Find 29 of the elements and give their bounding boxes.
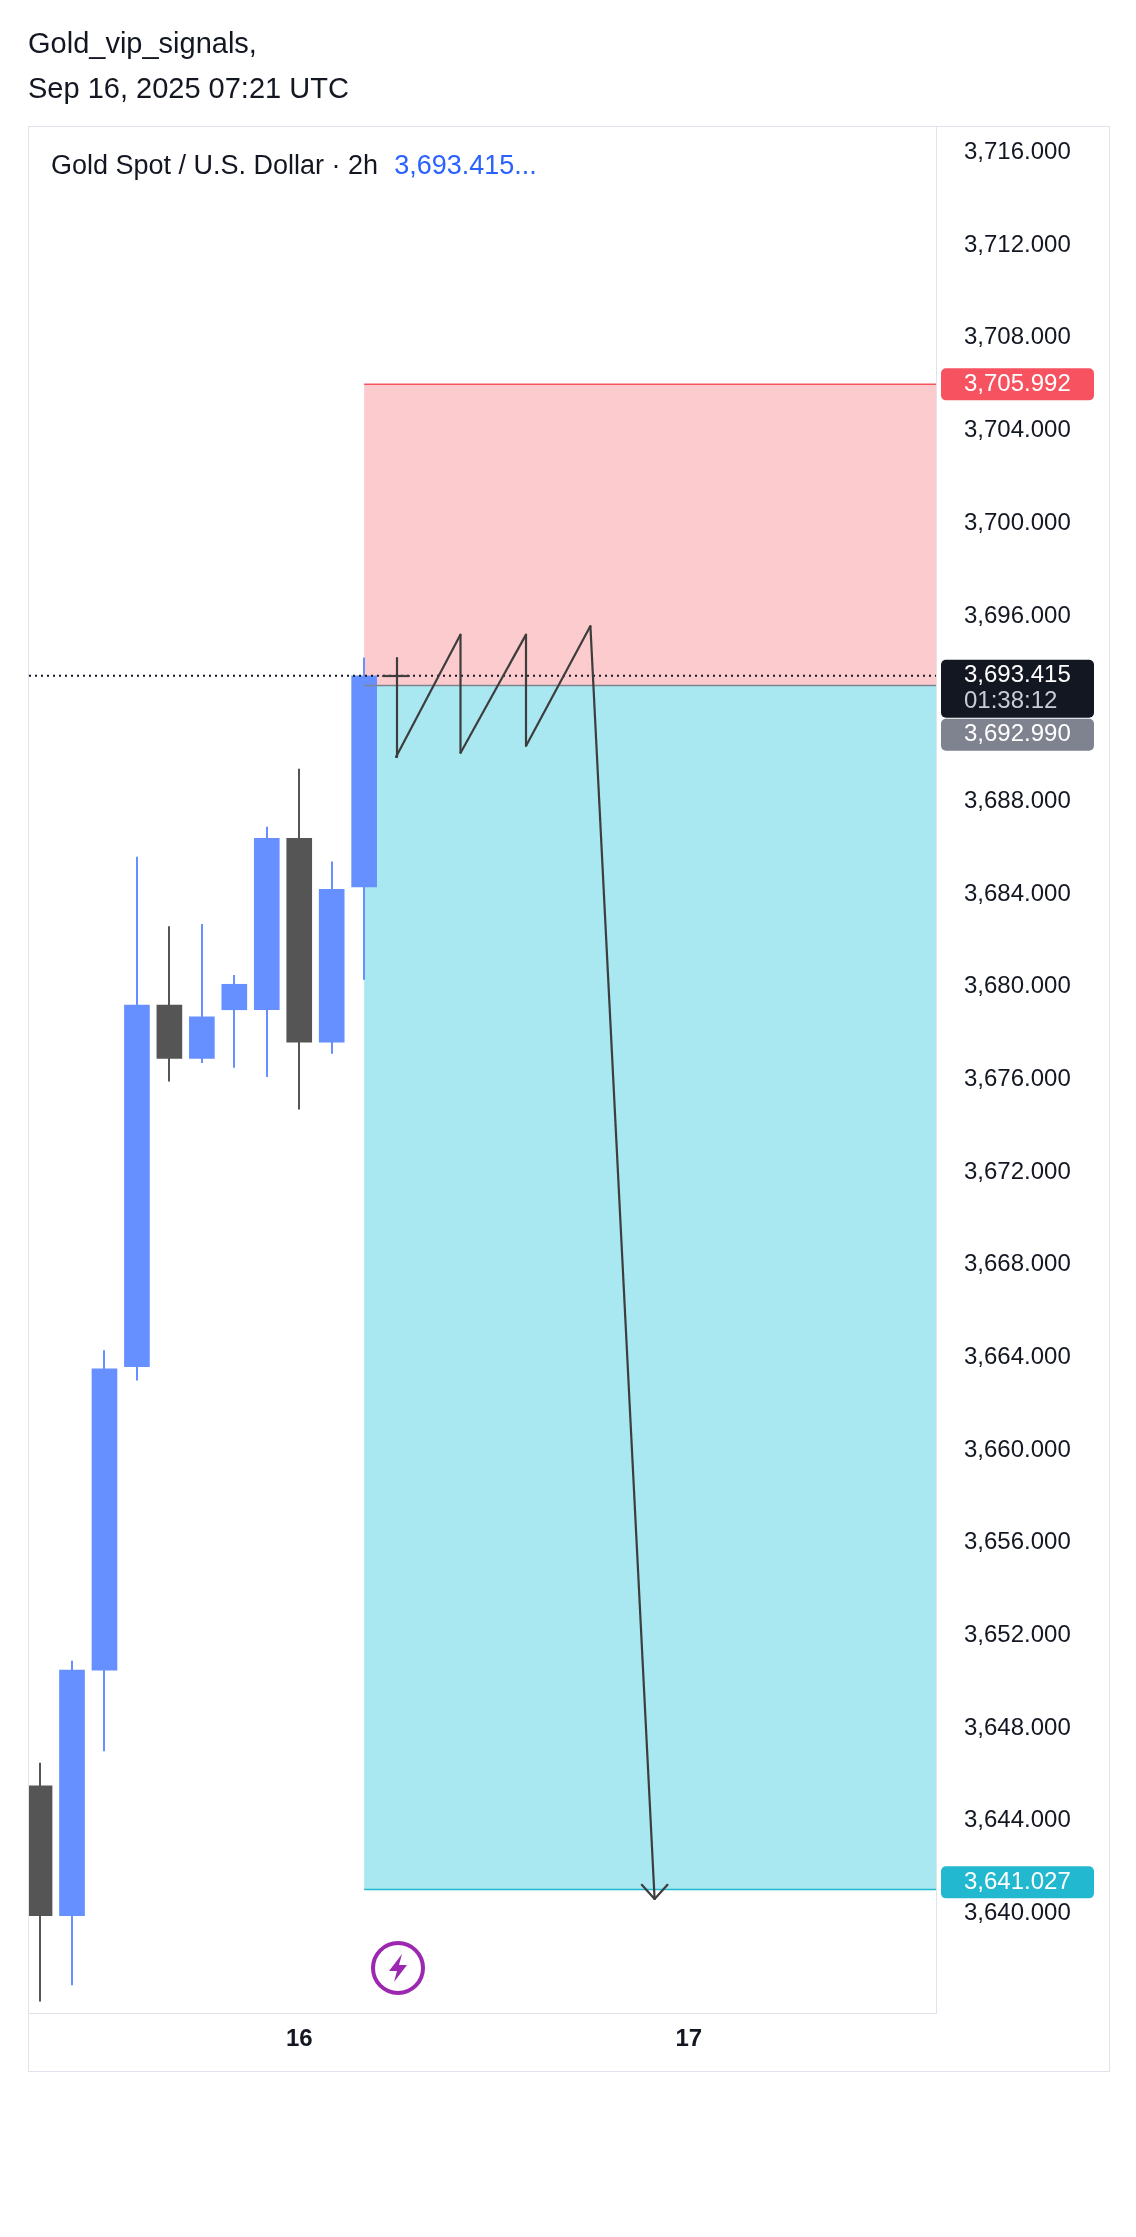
y-tick-label: 3,644.000	[964, 1805, 1071, 1833]
annotation: 3,693.415...	[394, 150, 537, 180]
y-tick-label: 3,668.000	[964, 1249, 1071, 1277]
y-tick-label: 3,688.000	[964, 785, 1071, 813]
y-tick-label: 3,696.000	[964, 600, 1071, 628]
y-tick-label: 3,704.000	[964, 415, 1071, 443]
y-tick-label: 3,672.000	[964, 1156, 1071, 1184]
chart-title: Gold_vip_signals,	[28, 26, 257, 61]
ref-line-label: 3,693.415 01:38:12	[964, 660, 1071, 714]
y-tick-label: 3,648.000	[964, 1712, 1071, 1740]
chart-subtitle: Sep 16, 2025 07:21 UTC	[28, 71, 349, 106]
y-tick-label: 3,656.000	[964, 1527, 1071, 1555]
x-tick-label: 16	[285, 2024, 313, 2052]
y-tick-label: 3,712.000	[964, 229, 1071, 257]
ref-line-label: 3,641.027	[964, 1867, 1071, 1894]
ref-line-label: 3,705.992	[964, 368, 1071, 396]
y-tick-label: 3,664.000	[964, 1341, 1071, 1369]
y-tick-label: 3,716.000	[964, 137, 1071, 165]
annotation: Gold Spot / U.S. Dollar · 2h	[51, 150, 379, 180]
y-tick-label: 3,676.000	[964, 1063, 1071, 1091]
ref-line-label: 3,692.990	[964, 719, 1071, 747]
y-tick-label: 3,660.000	[964, 1434, 1071, 1462]
y-tick-label: 3,640.000	[964, 1898, 1071, 1925]
y-tick-label: 3,700.000	[964, 507, 1071, 535]
y-tick-label: 3,708.000	[964, 322, 1071, 350]
y-tick-label: 3,652.000	[964, 1619, 1071, 1647]
y-tick-label: 3,680.000	[964, 971, 1071, 999]
y-tick-label: 3,684.000	[964, 878, 1071, 906]
x-tick-label: 17	[675, 2024, 703, 2052]
